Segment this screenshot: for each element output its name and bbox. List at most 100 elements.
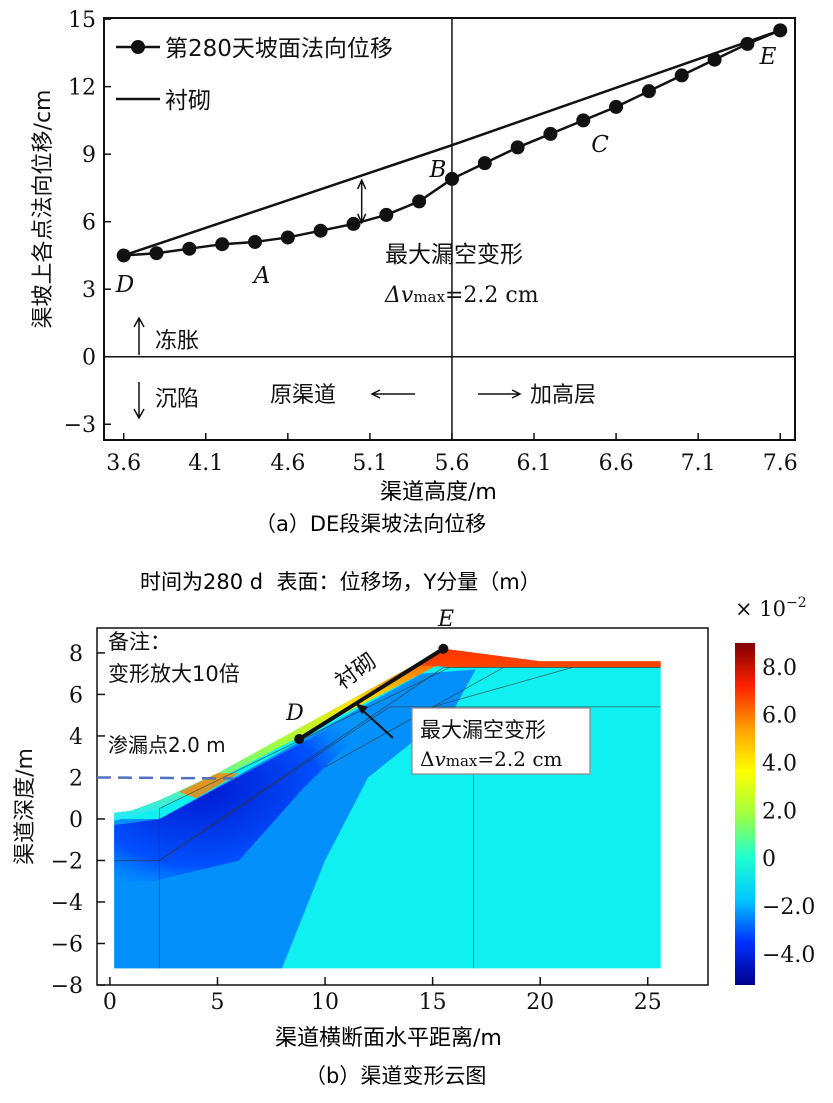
y-tick-label: 9 <box>82 143 96 168</box>
x-tick-label: 10 <box>311 990 339 1015</box>
displacement-point <box>477 156 492 171</box>
plot-frame <box>96 627 709 986</box>
colorbar-tick-label: −2.0 <box>762 895 815 920</box>
displacement-point <box>313 223 328 238</box>
y-tick-label: −6 <box>51 932 83 957</box>
x-tick-label: 4.6 <box>270 451 305 476</box>
lining-line <box>123 29 781 257</box>
top-hotspot <box>417 648 661 668</box>
arrow-down-icon <box>133 382 145 420</box>
max-void-arrow <box>359 707 394 739</box>
dv-subscript: max <box>413 288 445 306</box>
seepage-label: 渗漏点2.0 m <box>108 733 226 757</box>
arrow-left-icon <box>370 389 415 399</box>
point-D <box>294 734 305 745</box>
x-tick-label: 5.1 <box>352 451 387 476</box>
annotation-max-void: 最大漏空变形 <box>420 718 546 742</box>
y-tick-label: −8 <box>51 974 83 999</box>
x-tick-label: 15 <box>419 990 447 1015</box>
displacement-point <box>576 113 591 128</box>
chart-b-title: 时间为280 d 表面：位移场，Y分量（m） <box>140 570 541 594</box>
mesh-line <box>159 706 661 861</box>
dv-v: v <box>434 747 446 771</box>
label-E: E <box>437 607 454 632</box>
colorbar-tick-label: −4.0 <box>762 943 815 968</box>
x-tick-label: 25 <box>634 990 662 1015</box>
displacement-point <box>707 52 722 67</box>
dv-symbol: Δv <box>384 283 414 308</box>
x-tick-label: 6.6 <box>599 451 634 476</box>
label-frost-heave: 冻胀 <box>155 329 199 354</box>
chart-b-xlabel: 渠道横断面水平距离/m <box>275 1026 502 1051</box>
x-tick-label: 3.6 <box>106 451 141 476</box>
chart-b-caption: （b）渠道变形云图 <box>305 1064 487 1088</box>
dv-value: =2.2 cm <box>477 747 562 771</box>
gap-arrowheads <box>357 178 367 225</box>
mesh-line <box>432 667 573 708</box>
dv-value: =2.2 cm <box>445 283 539 308</box>
multiplier-exponent: −2 <box>786 595 807 611</box>
displacement-point <box>444 171 459 186</box>
colorbar <box>735 643 755 985</box>
colorbar-tick-label: 4.0 <box>762 752 797 777</box>
displacement-point <box>674 68 689 83</box>
displacement-point <box>149 246 164 261</box>
y-tick-label: 0 <box>69 808 83 833</box>
arrow-up-icon <box>133 316 145 355</box>
y-tick-label: −3 <box>64 413 96 438</box>
chart-a-caption: （a）DE段渠坡法向位移 <box>255 512 487 536</box>
y-axis-label: 渠坡上各点法向位移/cm <box>31 90 56 329</box>
colorbar-tick-label: 2.0 <box>762 799 797 824</box>
domain-blue-region <box>114 669 476 969</box>
y-tick-label: 8 <box>69 642 83 667</box>
arrow-right-icon <box>478 389 522 399</box>
colorbar-multiplier: × 10−2 <box>735 595 807 621</box>
point-label-E: E <box>759 44 777 70</box>
point-label-C: C <box>591 132 609 158</box>
colorbar-tick-label: 6.0 <box>762 704 797 729</box>
displacement-point <box>280 230 295 245</box>
dv-subscript: max <box>446 752 478 770</box>
mesh-line <box>114 667 661 861</box>
y-tick-label: 3 <box>82 278 96 303</box>
arrowhead-icon <box>355 703 368 714</box>
displacement-point <box>609 99 624 114</box>
x-tick-label: 7.1 <box>681 451 716 476</box>
label-original-channel: 原渠道 <box>270 383 336 408</box>
annotation-box <box>411 707 591 775</box>
x-tick-label: 5 <box>210 990 224 1015</box>
displacement-point <box>346 216 361 231</box>
displacement-point <box>641 84 656 99</box>
label-raised-layer: 加高层 <box>530 383 596 408</box>
y-tick-label: −4 <box>51 891 83 916</box>
y-tick-label: 6 <box>69 683 83 708</box>
y-tick-label: 2 <box>69 766 83 791</box>
y-axis-label: 渠道深度/m <box>13 748 38 865</box>
label-D: D <box>285 701 304 726</box>
displacement-point <box>412 194 427 209</box>
displacement-point <box>182 241 197 256</box>
displacement-point <box>740 36 755 51</box>
note-text: 变形放大10倍 <box>108 662 240 686</box>
point-E <box>438 643 449 654</box>
x-tick-label: 7.6 <box>763 451 798 476</box>
x-tick-label: 5.6 <box>434 451 469 476</box>
chart-a-xlabel: 渠道高度/m <box>380 480 497 505</box>
y-tick-label: 4 <box>69 725 83 750</box>
seepage-line <box>96 776 235 780</box>
y-tick-label: 15 <box>68 8 96 33</box>
colorbar-tick-label: 8.0 <box>762 656 797 681</box>
point-label-B: B <box>429 157 447 183</box>
displacement-point <box>773 23 788 38</box>
colorbar-tick-label: 0 <box>762 847 776 872</box>
legend-label-displacement: 第280天坡面法向位移 <box>165 36 393 62</box>
displacement-point <box>248 234 263 249</box>
x-tick-label: 6.1 <box>517 451 552 476</box>
y-tick-label: 6 <box>82 211 96 236</box>
y-tick-label: −2 <box>51 849 83 874</box>
domain-deep-blue-region <box>114 690 401 882</box>
note-title: 备注： <box>108 630 171 654</box>
plot-frame <box>103 17 796 441</box>
legend-marker-displacement <box>131 40 145 54</box>
